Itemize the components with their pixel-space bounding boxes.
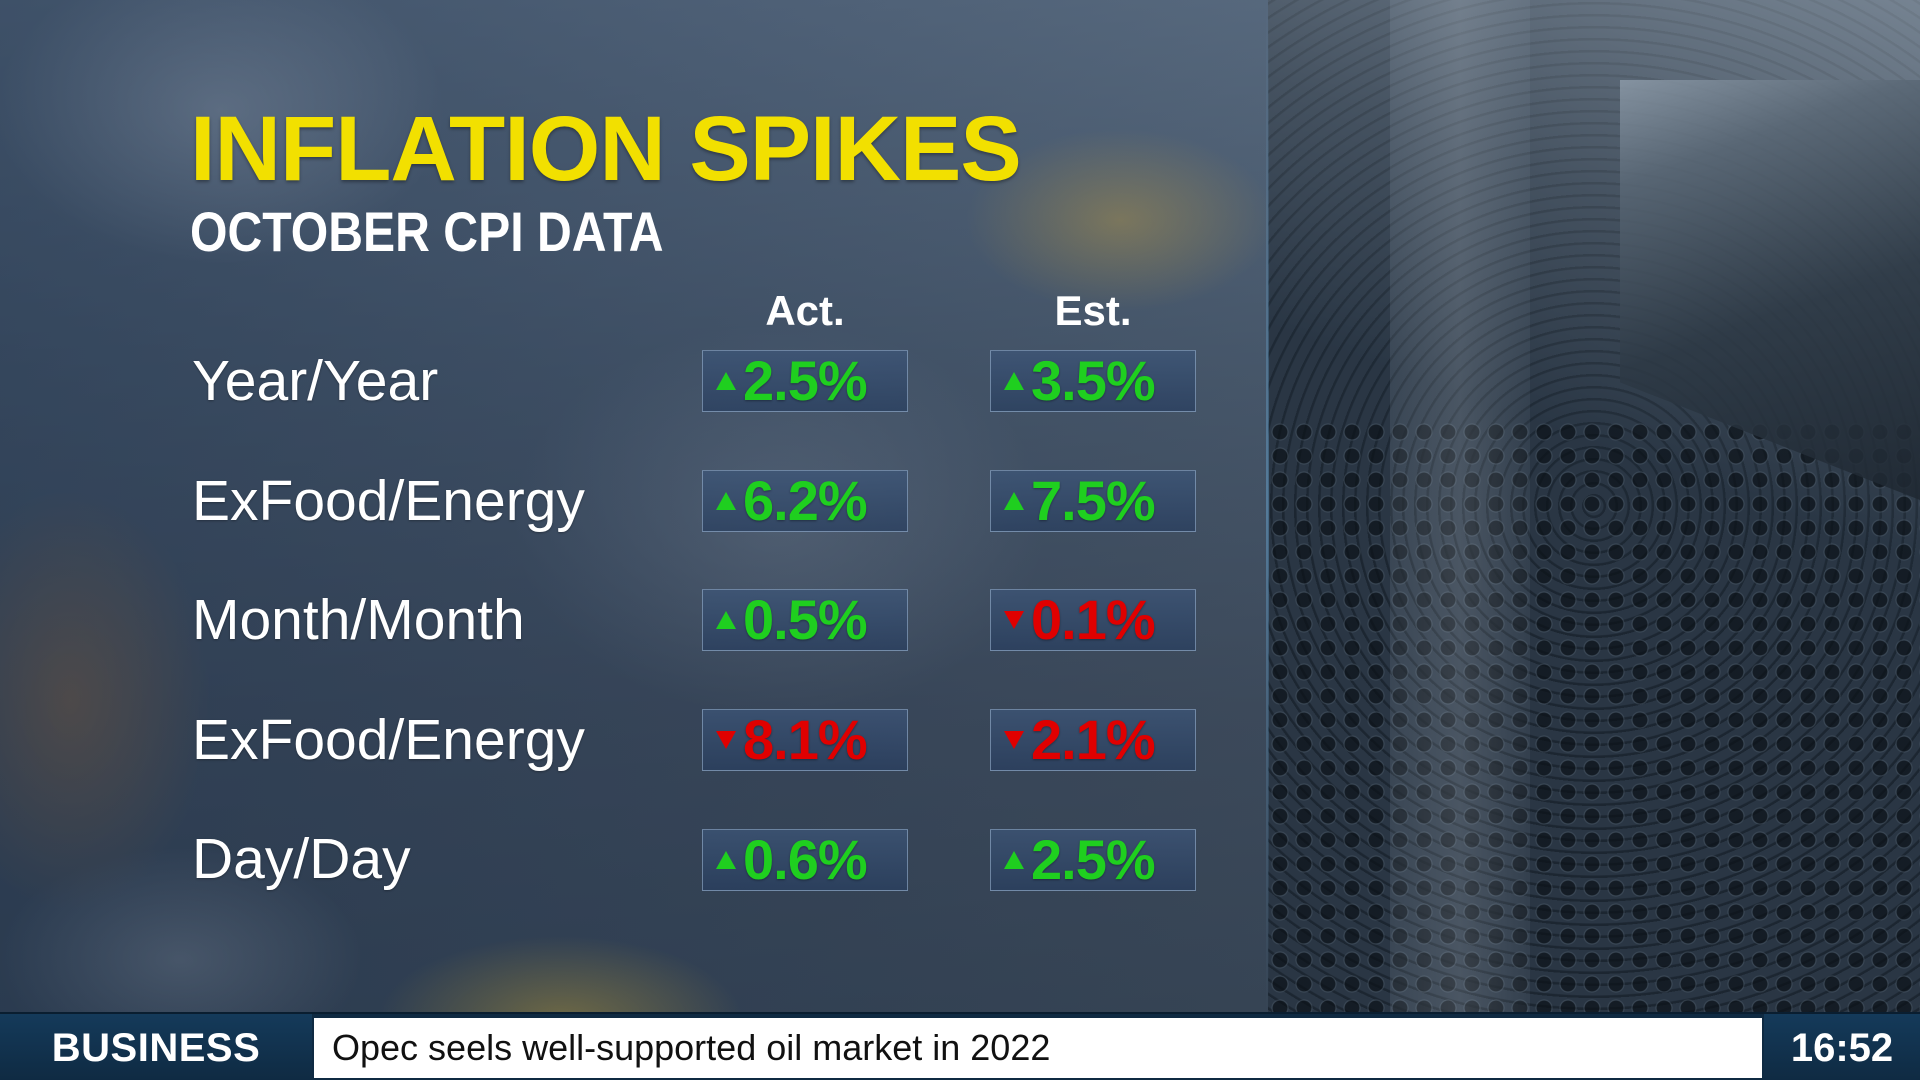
cell-value: 0.5% (743, 588, 868, 651)
cell-value: 2.5% (1031, 828, 1156, 891)
triangle-up-icon (703, 492, 743, 510)
cell-estimate: 3.5% (990, 350, 1196, 412)
subheadline: OCTOBER CPI DATA (190, 200, 664, 263)
cell-value: 6.2% (743, 469, 868, 532)
cell-value: 0.6% (743, 828, 868, 891)
ticker-section-label: BUSINESS (0, 1014, 312, 1080)
ticker-headline-text: Opec seels well-supported oil market in … (332, 1027, 1051, 1068)
triangle-down-icon (991, 611, 1031, 629)
triangle-up-icon (991, 372, 1031, 390)
triangle-down-icon (703, 731, 743, 749)
triangle-down-icon (991, 731, 1031, 749)
cell-actual: 8.1% (702, 709, 908, 771)
cell-estimate: 7.5% (990, 470, 1196, 532)
cell-estimate: 2.1% (990, 709, 1196, 771)
news-ticker: BUSINESS Opec seels well-supported oil m… (0, 1012, 1920, 1080)
panel-divider (1266, 0, 1269, 1012)
cell-value: 0.1% (1031, 588, 1156, 651)
column-header-estimate: Est. (1054, 287, 1132, 334)
row-label-year-year: Year/Year (192, 349, 439, 413)
cell-actual: 0.6% (702, 829, 908, 891)
row-label-exfood-energy: ExFood/Energy (192, 469, 585, 533)
triangle-up-icon (991, 492, 1031, 510)
ticker-clock: 16:52 (1764, 1014, 1920, 1080)
cell-estimate: 2.5% (990, 829, 1196, 891)
column-header-actual: Act. (765, 287, 845, 334)
hexagon-floor-pattern (1268, 420, 1920, 1012)
cell-value: 2.5% (743, 349, 868, 412)
cell-value: 3.5% (1031, 349, 1156, 412)
row-label-day-day: Day/Day (192, 827, 411, 891)
triangle-up-icon (703, 851, 743, 869)
ticker-headline: Opec seels well-supported oil market in … (314, 1018, 1762, 1078)
cell-value: 7.5% (1031, 469, 1156, 532)
triangle-up-icon (991, 851, 1031, 869)
triangle-up-icon (703, 611, 743, 629)
cell-value: 8.1% (743, 708, 868, 771)
glass-beam (1390, 0, 1530, 1012)
ticker-clock-time: 16:52 (1790, 1025, 1894, 1070)
cell-value: 2.1% (1031, 708, 1156, 771)
cell-estimate: 0.1% (990, 589, 1196, 651)
headline: INFLATION SPIKES (190, 98, 1022, 200)
cell-actual: 6.2% (702, 470, 908, 532)
row-label-exfood-energy: ExFood/Energy (192, 708, 585, 772)
row-label-month-month: Month/Month (192, 588, 525, 652)
cell-actual: 0.5% (702, 589, 908, 651)
cell-actual: 2.5% (702, 350, 908, 412)
triangle-up-icon (703, 372, 743, 390)
ticker-section-text: BUSINESS (51, 1025, 261, 1070)
